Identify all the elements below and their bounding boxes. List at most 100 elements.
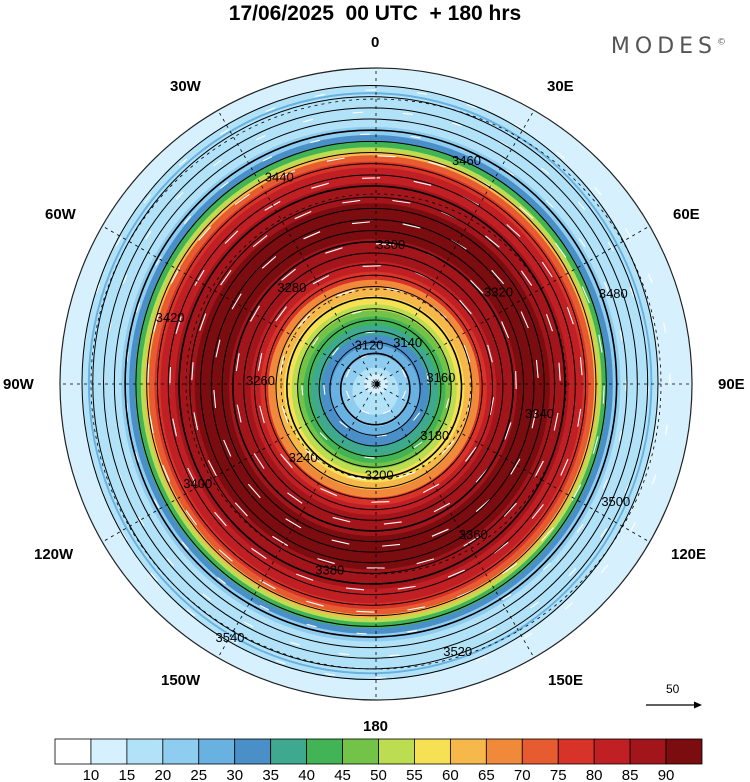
wind-arrow-52 [287, 492, 303, 504]
wind-arrow-221 [244, 621, 254, 628]
wind-arrow-24 [445, 398, 450, 409]
contour-labels: 3120 3140 3160 3180 3200 3240 3260 3280 3300 3320… [156, 153, 631, 659]
wind-arrow-192 [153, 499, 160, 509]
wind-arrow-109 [317, 558, 335, 565]
wind-arrow-254 [275, 659, 286, 665]
wind-arrow-19 [301, 385, 304, 396]
wind-arrow-43 [312, 274, 330, 285]
colorbar-box [414, 738, 451, 765]
wind-arrow-224 [138, 516, 145, 527]
wind-arrow-172 [410, 135, 421, 139]
wind-arrow-102 [558, 362, 561, 381]
wind-arrow-191 [181, 541, 189, 550]
wind-arrow-158 [356, 610, 375, 613]
wind-arrow-90 [193, 412, 199, 431]
height-contour-5 [286, 296, 463, 479]
colorbar-ticks: 10 15 20 25 30 35 40 45 50 55 60 65 70 75 80 85 90 [83, 767, 675, 782]
colorbar-tick-label: 15 [119, 767, 136, 782]
height-contour-10 [232, 241, 515, 532]
wind-arrow-206 [577, 201, 586, 210]
wind-arrow-12 [331, 347, 339, 356]
wind-arrow-241 [648, 273, 653, 284]
colorbar-tick-label: 60 [442, 767, 459, 782]
wind-arrow-53 [253, 453, 265, 469]
wind-arrow-258 [120, 530, 128, 541]
wind-arrow-177 [603, 282, 609, 292]
wind-arrow-198 [213, 159, 222, 167]
wind-arrow-255 [228, 638, 239, 645]
wind-arrow-208 [629, 287, 635, 297]
wind-arrow-77 [402, 223, 421, 229]
wind-arrow-170 [310, 139, 321, 144]
wind-arrow-21 [352, 310, 362, 315]
wind-arrow-233 [314, 93, 325, 97]
wind-arrow-228 [108, 322, 112, 333]
contour-label: 3240 [289, 450, 318, 465]
wind-arrow-96 [342, 199, 361, 204]
wind-arrow-110 [272, 535, 289, 547]
wind-arrow-41 [257, 353, 263, 371]
wind-arrow-47 [487, 344, 493, 363]
wind-arrow-245 [651, 474, 657, 485]
wind-arrow-59 [375, 243, 395, 246]
wind-arrow-72 [215, 339, 221, 358]
wind-arrow-86 [382, 543, 401, 547]
wind-arrow-71 [213, 390, 217, 409]
wind-arrow-201 [352, 111, 363, 114]
wind-arrow-115 [194, 269, 205, 286]
colorbar-tick-label: 80 [586, 767, 603, 782]
wind-arrow-183 [542, 562, 551, 571]
wind-arrow-64 [504, 422, 512, 440]
wind-arrow-186 [407, 630, 418, 633]
contour-label: 3200 [365, 467, 394, 482]
colorbar-box [234, 738, 272, 765]
wind-arrow-18 [319, 432, 328, 441]
height-contour-14 [189, 196, 556, 574]
wind-arrow-76 [351, 221, 370, 225]
colorbar-box [126, 738, 164, 765]
wind-arrow-237 [513, 123, 524, 130]
wind-arrow-131 [397, 585, 416, 590]
wind-arrow-196 [145, 230, 152, 240]
wind-arrow-250 [476, 656, 487, 661]
contour-label: 3380 [315, 563, 344, 578]
colorbar-box [629, 738, 667, 765]
wind-arrow-13 [365, 331, 376, 334]
height-contour-11 [221, 230, 525, 543]
height-contour-24 [81, 85, 659, 680]
wind-arrow-111 [187, 467, 197, 485]
contour-label: 3160 [426, 370, 455, 385]
brand-text: MODES [610, 34, 717, 59]
wind-arrow-0 [401, 390, 407, 401]
wind-arrow-199 [256, 134, 266, 141]
wind-arrow-207 [607, 241, 614, 252]
wind-arrow-240 [624, 227, 632, 238]
wind-arrow-249 [522, 632, 533, 640]
wind-arrow-231 [219, 128, 230, 136]
wind-arrow-256 [186, 608, 196, 617]
wind-arrow-225 [117, 471, 123, 481]
colorbar-box [90, 738, 128, 765]
wind-arrow-85 [431, 528, 449, 537]
wind-arrow-154 [541, 527, 554, 542]
wind-arrow-105 [503, 502, 517, 517]
contour-label: 3260 [246, 373, 275, 388]
contour-label: 3440 [265, 169, 294, 184]
wind-arrow-169 [262, 156, 273, 162]
wind-arrow-16 [413, 441, 423, 449]
wind-arrow-218 [389, 654, 400, 657]
wind-arrow-223 [166, 558, 175, 567]
colorbar-tick-label: 10 [83, 767, 100, 782]
wind-arrow-212 [624, 483, 630, 494]
height-contour-23 [92, 96, 649, 670]
wind-arrow-205 [540, 167, 550, 175]
wind-arrow-1 [382, 409, 393, 415]
colorbar-tick-label: 30 [226, 767, 243, 782]
wind-arrow-117 [264, 200, 281, 211]
contour-label: 3420 [156, 310, 185, 325]
wind-arrow-89 [207, 460, 218, 477]
colorbar-box [665, 738, 703, 765]
lon-label-180: 180 [363, 718, 389, 735]
wind-arrow-242 [663, 322, 667, 333]
wind-arrow-69 [248, 483, 261, 499]
